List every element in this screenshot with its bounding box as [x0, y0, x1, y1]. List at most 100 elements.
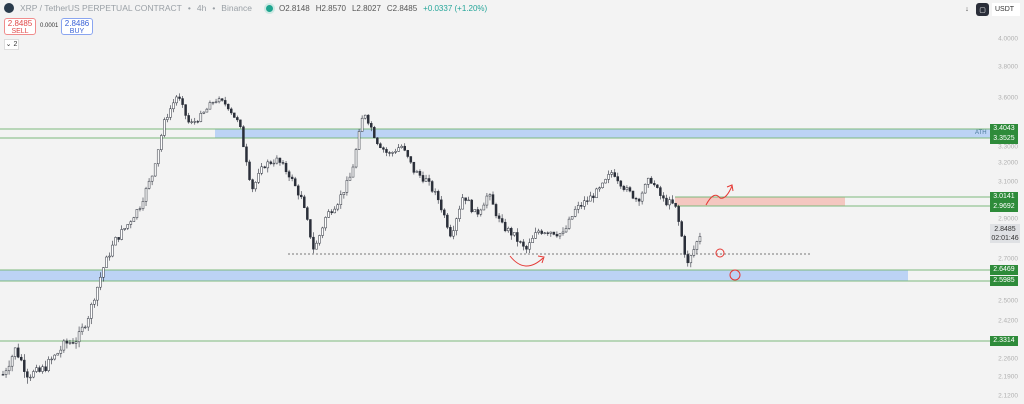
candle [543, 232, 546, 234]
candle [610, 172, 613, 175]
up-arrow-annotation[interactable] [705, 184, 734, 206]
level-tag: 2.3314 [990, 336, 1018, 346]
candle [534, 232, 537, 239]
candle [546, 232, 550, 234]
currency-select[interactable]: USDT [992, 3, 1020, 16]
candle [430, 181, 434, 192]
candle [7, 365, 11, 372]
candle [677, 206, 680, 222]
candle [668, 199, 671, 206]
candle [135, 209, 139, 218]
candle [391, 152, 394, 154]
symbol-name[interactable]: XRP / TetherUS PERPETUAL CONTRACT [20, 3, 182, 13]
candle [32, 371, 35, 378]
candle [598, 187, 601, 190]
candle [248, 161, 251, 180]
candle [318, 235, 321, 244]
candle [516, 232, 519, 242]
candle [59, 349, 63, 354]
candle [656, 184, 659, 188]
candle [695, 241, 699, 250]
candle [312, 236, 315, 250]
candle [263, 166, 266, 169]
candle [628, 187, 632, 192]
curve-arrow-annotation[interactable] [509, 255, 545, 267]
candle [607, 174, 610, 180]
candle [671, 199, 674, 204]
candle [306, 207, 309, 220]
candle [190, 121, 193, 123]
arrow-down-icon[interactable]: ↓ [965, 6, 969, 13]
candle [214, 101, 218, 103]
candle [230, 108, 233, 114]
candle [683, 235, 686, 255]
candle [260, 166, 263, 174]
candle [619, 180, 623, 187]
ath-label: ATH [975, 130, 987, 136]
market-status-icon [266, 4, 274, 12]
candle [650, 177, 653, 184]
candle [333, 208, 336, 214]
candle [680, 221, 683, 237]
candle [634, 198, 638, 200]
candle [388, 152, 391, 154]
candle [1, 374, 5, 376]
candle [537, 230, 540, 233]
candle [476, 209, 480, 215]
axis-tick: 2.5000 [998, 297, 1018, 305]
ohlc-low: L2.8027 [351, 3, 381, 13]
candle [482, 204, 486, 211]
circle-annotation[interactable] [729, 269, 741, 281]
ohlc-change: +0.0337 (+1.20%) [423, 3, 488, 13]
candle [293, 178, 297, 187]
candle [443, 209, 446, 216]
candle [175, 96, 178, 104]
candle [580, 205, 583, 207]
buy-button[interactable]: 2.8486 BUY [61, 18, 93, 35]
candle [26, 371, 29, 378]
circle-annotation[interactable] [715, 248, 725, 258]
buy-label: BUY [69, 28, 85, 35]
candle [531, 238, 534, 243]
sell-button[interactable]: 2.8485 SELL [4, 18, 36, 35]
candle [10, 356, 14, 367]
candle [506, 228, 510, 232]
candle [132, 217, 136, 222]
candle [205, 108, 209, 113]
candle [269, 161, 273, 164]
candle [147, 180, 151, 189]
candle [254, 182, 257, 190]
candle [452, 230, 455, 237]
fullscreen-icon[interactable]: ▢ [976, 3, 989, 16]
candle [86, 318, 90, 328]
candle [555, 234, 559, 237]
interval[interactable]: 4h [196, 3, 207, 13]
axis-tick: 3.2000 [998, 159, 1018, 167]
level-tag: 2.6469 [990, 265, 1018, 275]
candle [71, 342, 75, 344]
level-tag: 2.9692 [990, 202, 1018, 212]
axis-tick: 2.1200 [998, 392, 1018, 400]
candle [360, 117, 364, 132]
candle [519, 241, 522, 243]
candle [53, 354, 56, 360]
currency-label: USDT [995, 6, 1015, 13]
candle [415, 171, 419, 173]
candle [540, 230, 543, 234]
candle [366, 114, 370, 124]
candle [503, 221, 507, 232]
candle [77, 331, 81, 343]
level-tag: 3.4043 [990, 124, 1018, 134]
candle [409, 156, 413, 163]
candle [592, 195, 595, 199]
candle [236, 117, 239, 121]
candle [500, 218, 504, 223]
indicators-toggle[interactable]: ⌄ 2 [4, 39, 19, 50]
candle [616, 176, 620, 182]
ohlc-open: O2.8148 [279, 3, 310, 13]
candle [193, 121, 196, 123]
candle [29, 376, 32, 379]
candle [440, 199, 443, 211]
candle [436, 191, 440, 201]
